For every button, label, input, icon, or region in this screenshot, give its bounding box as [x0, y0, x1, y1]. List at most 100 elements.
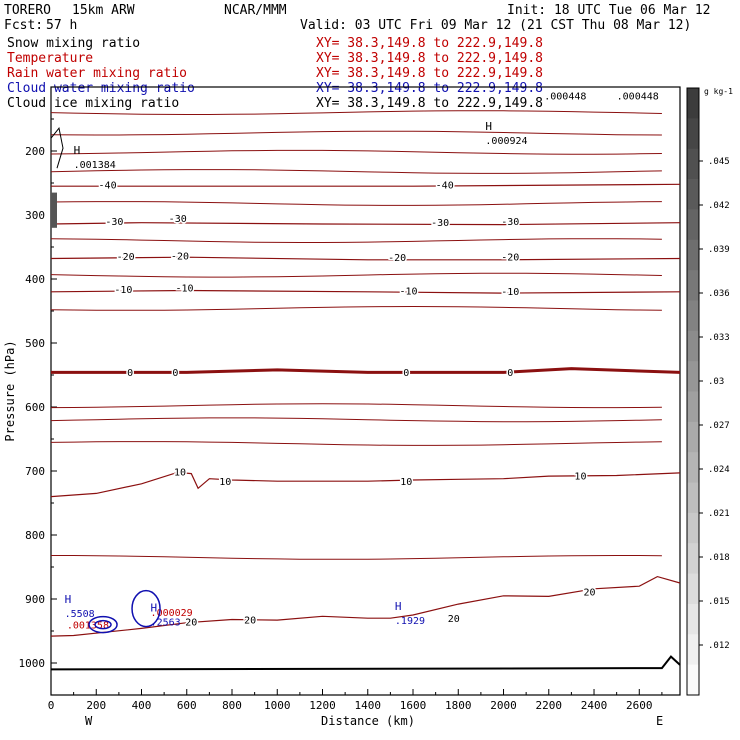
- isotherm-label: -20: [117, 252, 135, 263]
- x-tick-label: 2200: [536, 699, 563, 712]
- colorbar-level: .012: [708, 641, 730, 651]
- hydrometeor-overlays: H .000924 .000448 .000448 H .001384 H .5508 H .25…: [50, 91, 659, 634]
- colorbar-cell: [687, 664, 699, 696]
- cloud-water-max-value: .1929: [395, 616, 425, 627]
- x-tick-label: 2400: [581, 699, 608, 712]
- field-xy: XY= 38.3,149.8 to 222.9,149.8: [316, 81, 543, 96]
- x-axis-label: Distance (km): [321, 714, 415, 728]
- y-tick-label: 900: [25, 593, 45, 606]
- colorbar-level: .024: [708, 465, 730, 475]
- cloud-ice-max-value: .000448: [544, 91, 586, 102]
- colorbar-cell: [687, 361, 699, 392]
- colorbar-level: .036: [708, 289, 730, 299]
- isotherm-label: -20: [171, 251, 189, 262]
- field-label: Temperature: [7, 51, 93, 66]
- y-tick-label: 600: [25, 401, 45, 414]
- isotherm-label: 0: [403, 368, 409, 379]
- isotherm-label: 10: [174, 468, 186, 479]
- colorbar-cell: [687, 573, 699, 605]
- cloud-water-max-h: H: [151, 601, 158, 614]
- x-tick-label: 800: [222, 699, 242, 712]
- isotherm-0: [51, 367, 681, 374]
- field-xy: XY= 38.3,149.8 to 222.9,149.8: [316, 36, 543, 51]
- isotherm-label: -40: [436, 180, 454, 191]
- isotherm--40: [51, 183, 681, 187]
- isotherm-label: -30: [501, 217, 519, 228]
- y-tick-label: 400: [25, 273, 45, 286]
- colorbar-cell: [687, 88, 699, 119]
- colorbar-level: .03: [708, 377, 724, 387]
- isotherm-line: [50, 417, 662, 423]
- colorbar-cell: [687, 603, 699, 635]
- y-tick-label: 1000: [19, 657, 46, 670]
- x-tick-label: 1600: [400, 699, 427, 712]
- colorbar-cell: [687, 300, 699, 332]
- isotherm-line: [50, 272, 662, 278]
- x-tick-label: 2000: [490, 699, 517, 712]
- colorbar-cell: [687, 543, 699, 575]
- field-label: Cloud water mixing ratio: [7, 81, 195, 96]
- isotherm--20: [50, 256, 681, 261]
- y-tick-label: 200: [25, 145, 45, 158]
- isotherm-10: [50, 471, 681, 498]
- colorbar-cell: [687, 270, 699, 301]
- isotherm--10: [50, 289, 681, 294]
- isotherm-label: -30: [169, 214, 187, 225]
- isotherm-label: -40: [99, 180, 117, 191]
- x-tick-label: 200: [86, 699, 106, 712]
- isotherm-label: 10: [574, 471, 586, 482]
- isotherm-label: -10: [501, 287, 519, 298]
- y-tick-label: 800: [25, 529, 45, 542]
- model-resolution: 15km ARW: [72, 3, 135, 18]
- isotherm-label: 20: [583, 587, 595, 598]
- isotherm-label: -10: [399, 287, 417, 298]
- isotherm-line: [50, 149, 662, 155]
- cloud-water-contour: [88, 615, 118, 634]
- isotherm-label: -30: [431, 218, 449, 229]
- colorbar-level: .045: [708, 157, 730, 167]
- colorbar-cell: [687, 148, 699, 180]
- isotherm-line: [50, 169, 662, 174]
- temperature-contours: -40 -40 -30 -30 -30 -30 -20 -20 -20 -20 -10 -10 -10 -…: [50, 110, 681, 671]
- isotherm-label: 10: [219, 477, 231, 488]
- model-name: TORERO: [4, 3, 51, 18]
- fcst-label: Fcst:: [4, 18, 43, 33]
- cloud-water-contour: [94, 619, 112, 630]
- y-tick-label: 700: [25, 465, 45, 478]
- field-list: Snow mixing ratio XY= 38.3,149.8 to 222.9…: [7, 36, 543, 111]
- colorbar-cell: [687, 209, 699, 241]
- snow-max-value: .001384: [74, 160, 116, 171]
- cloud-ice-max-value: .000924: [485, 136, 527, 147]
- field-label: Snow mixing ratio: [7, 36, 140, 51]
- init-time: Init: 18 UTC Tue 06 Mar 12: [507, 3, 711, 18]
- colorbar-level: .018: [708, 553, 730, 563]
- x-tick-label: 600: [177, 699, 197, 712]
- isotherm-line: [50, 441, 662, 446]
- cloud-water-max-value: .2563: [151, 617, 181, 628]
- cloud-ice-max-h: H: [485, 120, 492, 133]
- isotherm--30: [50, 222, 681, 226]
- colorbar-level: .027: [708, 421, 730, 431]
- colorbar-unit: g kg-1: [704, 87, 733, 96]
- snow-contour: [50, 127, 64, 169]
- y-axis-label: Pressure (hPa): [3, 340, 17, 441]
- plot-frame: [50, 86, 681, 696]
- rain-max-value: .000029: [151, 608, 193, 619]
- colorbar-cell: [687, 512, 699, 544]
- isotherm-line: [51, 555, 662, 560]
- isotherm-line: [50, 110, 662, 115]
- colorbar-cell: [687, 421, 699, 453]
- x-tick-label: 1000: [264, 699, 291, 712]
- isotherm-20: [50, 575, 681, 637]
- x-tick-label: 1400: [355, 699, 382, 712]
- isotherm-label: 20: [185, 617, 197, 628]
- cloud-water-max-value: .5508: [65, 609, 95, 620]
- snow-max-h: H: [74, 144, 81, 157]
- y-tick-label: 500: [25, 337, 45, 350]
- field-label: Cloud ice mixing ratio: [7, 96, 179, 111]
- isotherm-label: 20: [448, 614, 460, 625]
- colorbar: g kg-1 .045 .042 .039 .036 .033 .03 .027 .024 .02…: [686, 87, 733, 696]
- isotherm-line: [50, 305, 662, 311]
- rain-max-value: .001358: [67, 621, 109, 632]
